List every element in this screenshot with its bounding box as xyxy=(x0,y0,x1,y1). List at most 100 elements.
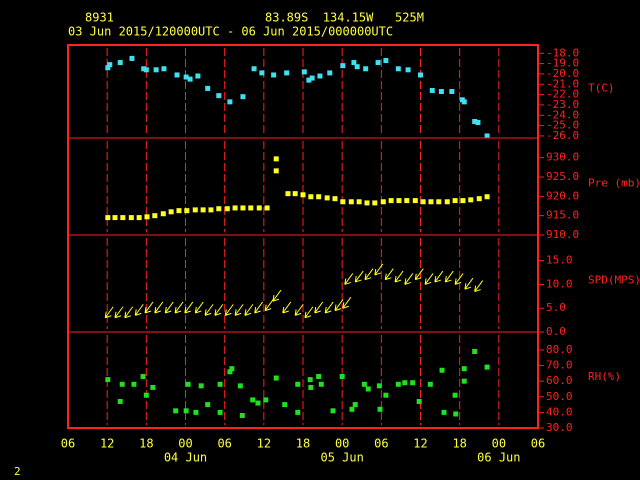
y-tick-label: 30.0 xyxy=(546,421,573,434)
data-point xyxy=(251,66,257,72)
wind-arrow xyxy=(164,301,174,314)
data-point xyxy=(173,408,179,414)
data-point xyxy=(273,168,279,174)
data-point xyxy=(380,199,386,205)
y-tick-label: 60.0 xyxy=(546,374,573,387)
data-point xyxy=(365,386,371,392)
data-point xyxy=(308,384,314,390)
data-point xyxy=(301,69,307,75)
y-tick-label: -26.0 xyxy=(546,129,579,142)
wind-arrow xyxy=(354,270,364,283)
data-point xyxy=(150,384,156,390)
y-tick-label: 50.0 xyxy=(546,390,573,403)
data-point xyxy=(461,378,467,384)
data-point xyxy=(377,406,383,412)
x-tick-label: 12 xyxy=(413,437,427,451)
y-tick-label: -20.0 xyxy=(546,67,579,80)
data-point xyxy=(105,215,111,221)
wind-arrow xyxy=(204,304,214,316)
x-tick-label: 06 xyxy=(374,437,388,451)
data-point xyxy=(198,383,204,389)
data-point xyxy=(352,402,358,408)
y-tick-label: 15.0 xyxy=(546,254,573,267)
y-axis-label: Pre (mb) xyxy=(588,177,640,190)
data-point xyxy=(217,409,223,415)
data-point xyxy=(476,196,482,202)
y-tick-label: 930.0 xyxy=(546,151,579,164)
y-axis-label: T(C) xyxy=(588,82,615,95)
data-point xyxy=(200,207,206,213)
data-point xyxy=(475,120,481,125)
data-point xyxy=(452,392,458,398)
data-point xyxy=(216,93,222,99)
data-point xyxy=(468,197,474,203)
data-point xyxy=(383,58,389,63)
data-point xyxy=(120,215,126,221)
data-point xyxy=(205,85,211,91)
x-tick-label: 12 xyxy=(100,437,114,451)
y-tick-label: 925.0 xyxy=(546,170,579,183)
data-point xyxy=(237,383,243,389)
data-point xyxy=(441,409,447,415)
wind-arrow xyxy=(444,270,454,283)
y-tick-label: -24.0 xyxy=(546,108,579,121)
data-point xyxy=(354,64,360,70)
data-point xyxy=(317,73,323,79)
data-point xyxy=(128,215,134,221)
data-point xyxy=(410,380,416,386)
wind-arrow xyxy=(184,301,194,314)
data-point xyxy=(453,411,459,417)
data-point xyxy=(306,77,312,83)
data-point xyxy=(131,381,137,387)
data-point xyxy=(327,70,333,76)
data-point xyxy=(339,373,345,379)
data-point xyxy=(129,55,135,61)
data-point xyxy=(112,215,118,221)
data-point xyxy=(227,99,233,105)
data-point xyxy=(153,67,159,73)
data-point xyxy=(438,89,444,94)
x-tick-label: 00 xyxy=(178,437,192,451)
data-point xyxy=(285,191,291,197)
x-tick-label: 18 xyxy=(296,437,310,451)
data-point xyxy=(307,377,313,383)
data-point xyxy=(436,199,442,205)
wind-arrow xyxy=(454,273,464,285)
x-tick-label: 18 xyxy=(452,437,466,451)
data-point xyxy=(208,207,214,213)
x-tick-label: 12 xyxy=(257,437,271,451)
x-tick-label: 00 xyxy=(492,437,506,451)
y-tick-label: 40.0 xyxy=(546,405,573,418)
data-point xyxy=(193,409,199,415)
data-point xyxy=(273,375,279,381)
data-point xyxy=(183,408,189,414)
wind-arrow xyxy=(384,268,394,281)
data-point xyxy=(316,373,322,379)
data-point xyxy=(117,60,123,66)
data-point xyxy=(452,198,458,204)
data-point xyxy=(427,381,433,387)
wind-arrow xyxy=(344,273,354,285)
y-tick-label: 70.0 xyxy=(546,359,573,372)
data-point xyxy=(240,205,246,211)
station-id: 8931 xyxy=(85,11,114,25)
wind-arrow xyxy=(124,306,134,319)
y-axis-label: RH(%) xyxy=(588,370,621,383)
data-point xyxy=(161,66,167,72)
data-point xyxy=(429,87,435,93)
data-point xyxy=(460,198,466,204)
data-point xyxy=(160,211,166,217)
data-point xyxy=(295,381,301,387)
data-point xyxy=(263,397,269,403)
data-point xyxy=(240,94,246,100)
data-point xyxy=(461,99,467,105)
data-point xyxy=(250,397,256,403)
date-label: 05 Jun xyxy=(320,451,363,465)
data-point xyxy=(144,214,150,220)
data-point xyxy=(229,366,235,372)
wind-arrow xyxy=(334,299,344,312)
wind-arrow xyxy=(414,268,424,281)
data-point xyxy=(461,366,467,372)
data-point xyxy=(484,133,490,139)
